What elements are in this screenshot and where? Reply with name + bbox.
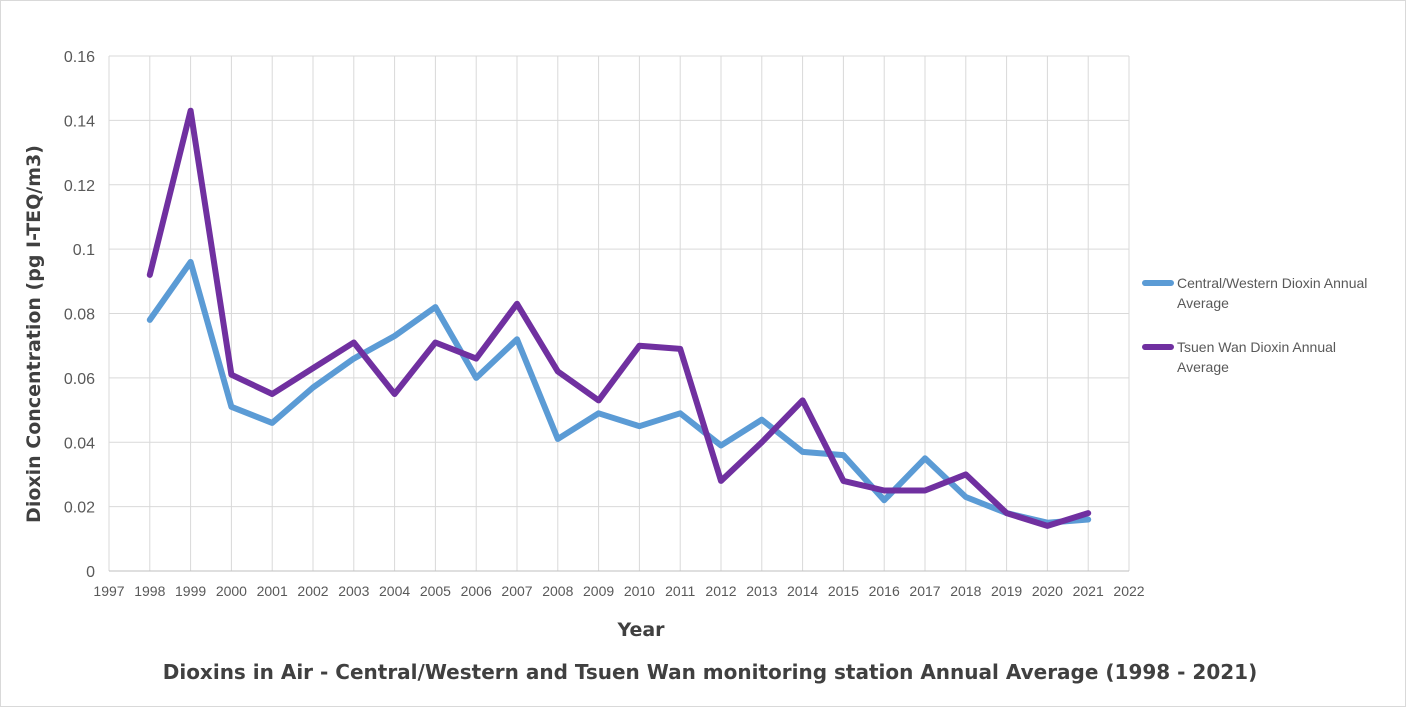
x-tick-label: 2014: [787, 583, 818, 599]
x-axis-ticks: 1997 1998 1999 2000 2001 2002 2003 2004 2005 2006…: [93, 583, 1144, 599]
x-tick-label: 2004: [379, 583, 410, 599]
y-tick-label: 0.08: [64, 307, 95, 324]
legend: Central/Western Dioxin Annual Average Tsue…: [1142, 275, 1367, 375]
x-tick-label: 2019: [991, 583, 1022, 599]
x-tick-label: 2009: [583, 583, 614, 599]
x-tick-label: 1997: [93, 583, 124, 599]
x-tick-label: 1998: [134, 583, 165, 599]
series-line-2: [146, 107, 1092, 529]
y-tick-label: 0.14: [64, 113, 95, 130]
y-tick-label: 0.06: [64, 371, 95, 388]
y-tick-label: 0.16: [64, 49, 95, 66]
x-tick-label: 1999: [175, 583, 206, 599]
x-tick-label: 2012: [705, 583, 736, 599]
legend-label: Average: [1177, 295, 1229, 311]
x-tick-label: 2002: [297, 583, 328, 599]
series-line-1: [146, 259, 1092, 526]
x-tick-label: 2017: [909, 583, 940, 599]
x-tick-label: 2020: [1032, 583, 1063, 599]
x-axis-title: Year: [616, 619, 665, 641]
y-tick-label: 0: [86, 564, 95, 581]
legend-label: Central/Western Dioxin Annual: [1177, 275, 1367, 291]
chart-title: Dioxins in Air - Central/Western and Tsu…: [163, 660, 1258, 684]
y-tick-label: 0.1: [73, 242, 95, 259]
x-tick-label: 2010: [624, 583, 655, 599]
legend-label: Average: [1177, 359, 1229, 375]
x-tick-label: 2018: [950, 583, 981, 599]
x-tick-label: 2008: [542, 583, 573, 599]
x-tick-label: 2003: [338, 583, 369, 599]
x-tick-label: 2015: [828, 583, 859, 599]
legend-label: Tsuen Wan Dioxin Annual: [1177, 339, 1336, 355]
x-tick-label: 2013: [746, 583, 777, 599]
y-tick-label: 0.02: [64, 500, 95, 517]
y-axis-title: Dioxin Concentration (pg I-TEQ/m3): [23, 145, 45, 523]
y-axis-ticks: 0 0.02 0.04 0.06 0.08 0.1 0.12 0.14 0.16: [64, 49, 95, 581]
x-tick-label: 2022: [1113, 583, 1144, 599]
x-tick-label: 2016: [869, 583, 900, 599]
x-tick-label: 2011: [665, 583, 695, 599]
y-tick-label: 0.12: [64, 178, 95, 195]
x-tick-label: 2021: [1073, 583, 1104, 599]
x-tick-label: 2001: [257, 583, 288, 599]
x-tick-label: 2007: [501, 583, 532, 599]
gridlines: [108, 55, 1130, 572]
x-tick-label: 2006: [461, 583, 492, 599]
x-tick-label: 2005: [420, 583, 451, 599]
series-lines: [146, 107, 1092, 529]
x-tick-label: 2000: [216, 583, 247, 599]
y-tick-label: 0.04: [64, 435, 95, 452]
